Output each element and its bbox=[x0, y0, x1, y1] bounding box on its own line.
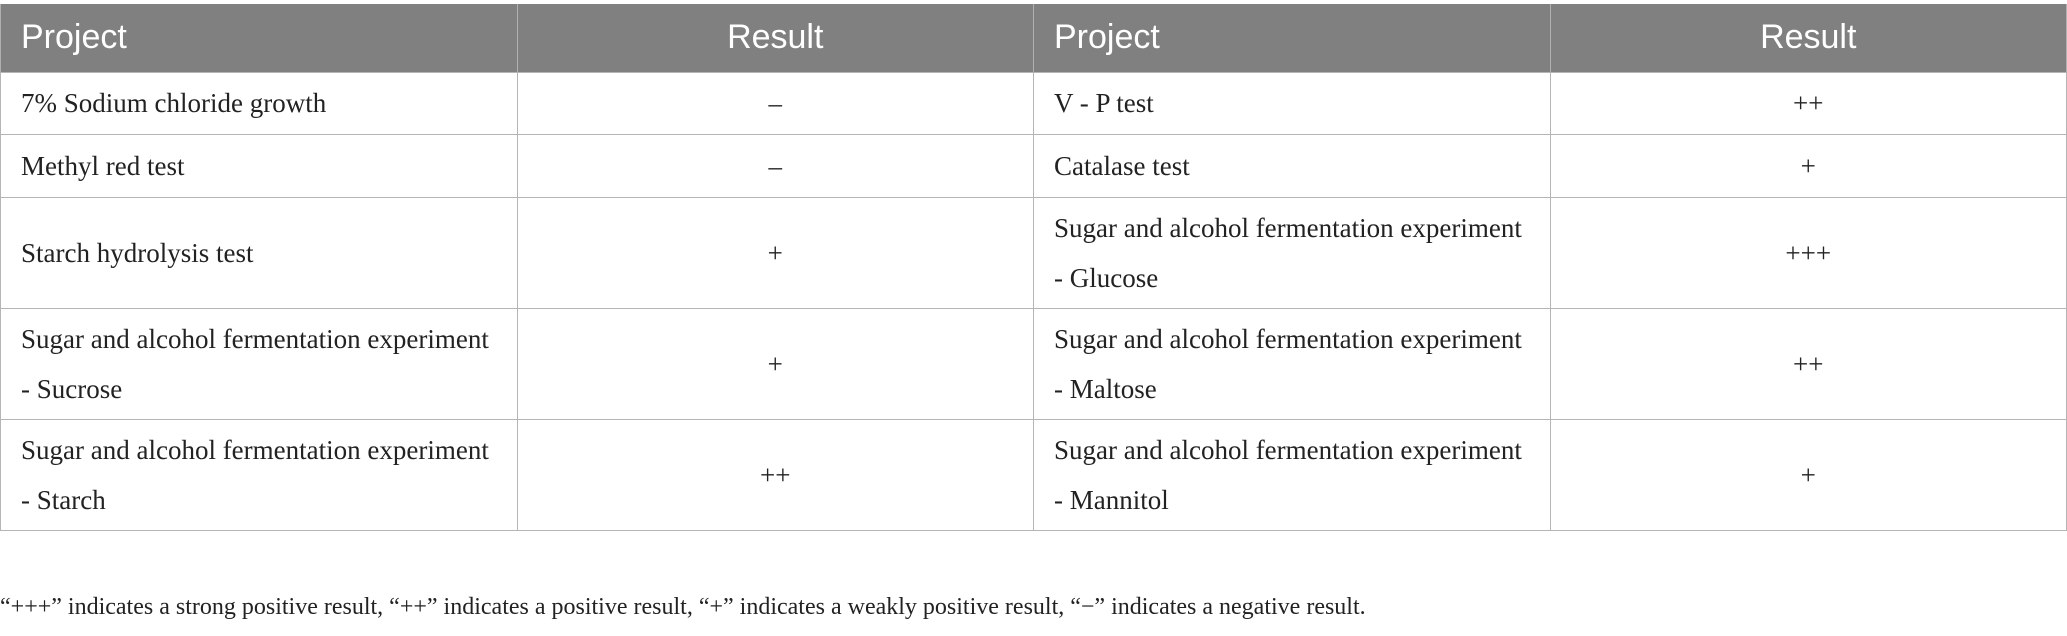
header-result-1: Result bbox=[516, 4, 1034, 72]
table-body: 7% Sodium chloride growth – V - P test +… bbox=[0, 71, 2067, 531]
result-cell: + bbox=[516, 196, 1034, 309]
table-row: Methyl red test – Catalase test + bbox=[0, 133, 2067, 198]
result-cell: ++ bbox=[1549, 307, 2067, 420]
project-cell: Methyl red test bbox=[0, 133, 518, 198]
project-cell: V - P test bbox=[1033, 71, 1551, 135]
header-project-2: Project bbox=[1033, 4, 1551, 72]
result-cell: – bbox=[516, 71, 1034, 135]
result-cell: + bbox=[516, 307, 1034, 420]
table-row: Sugar and alcohol fermentation experimen… bbox=[0, 418, 2067, 531]
result-cell: +++ bbox=[1549, 196, 2067, 309]
header-project-1: Project bbox=[0, 4, 518, 72]
project-cell: Sugar and alcohol fermentation experimen… bbox=[1033, 418, 1551, 531]
header-row: Project Result Project Result bbox=[0, 4, 2067, 72]
result-cell: + bbox=[1549, 418, 2067, 531]
project-cell: Sugar and alcohol fermentation experimen… bbox=[1033, 307, 1551, 420]
project-cell: Sugar and alcohol fermentation experimen… bbox=[0, 418, 518, 531]
results-table: Project Result Project Result 7% Sodium … bbox=[0, 4, 2067, 531]
table-header: Project Result Project Result bbox=[0, 4, 2067, 72]
project-cell: Sugar and alcohol fermentation experimen… bbox=[1033, 196, 1551, 309]
project-cell: Starch hydrolysis test bbox=[0, 196, 518, 309]
table-footnote: “+++” indicates a strong positive result… bbox=[0, 594, 1366, 620]
result-cell: – bbox=[516, 133, 1034, 198]
project-cell: Sugar and alcohol fermentation experimen… bbox=[0, 307, 518, 420]
result-cell: ++ bbox=[516, 418, 1034, 531]
result-cell: + bbox=[1549, 133, 2067, 198]
project-cell: 7% Sodium chloride growth bbox=[0, 71, 518, 135]
table-row: Starch hydrolysis test + Sugar and alcoh… bbox=[0, 196, 2067, 309]
result-cell: ++ bbox=[1549, 71, 2067, 135]
project-cell: Catalase test bbox=[1033, 133, 1551, 198]
table-row: 7% Sodium chloride growth – V - P test +… bbox=[0, 71, 2067, 135]
table-row: Sugar and alcohol fermentation experimen… bbox=[0, 307, 2067, 420]
header-result-2: Result bbox=[1549, 4, 2067, 72]
